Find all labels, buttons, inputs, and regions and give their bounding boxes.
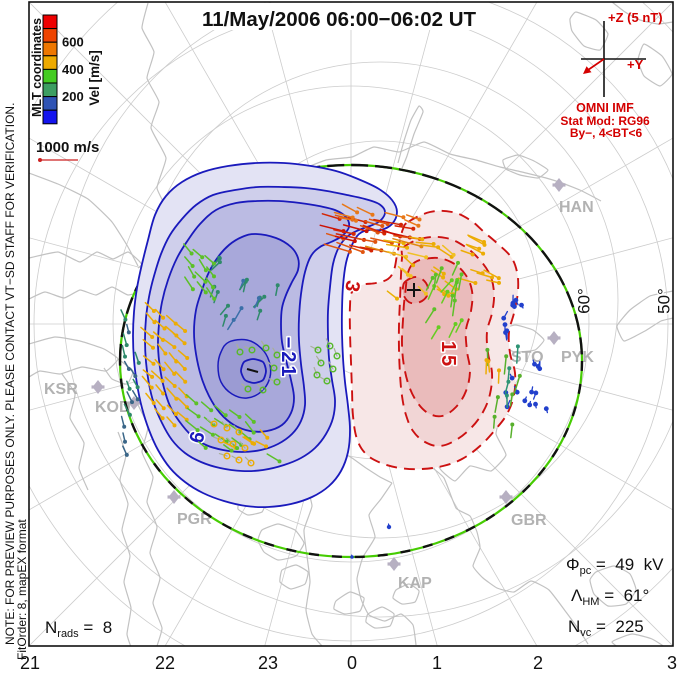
svg-text:2: 2 xyxy=(533,653,543,673)
svg-text:22: 22 xyxy=(155,653,175,673)
svg-text:1: 1 xyxy=(432,653,442,673)
svg-text:FitOrder: 8, mapEX format: FitOrder: 8, mapEX format xyxy=(15,519,29,660)
svg-text:GBR: GBR xyxy=(511,512,547,529)
svg-text:600: 600 xyxy=(62,35,84,50)
svg-text:By−, 4<BT<6: By−, 4<BT<6 xyxy=(570,126,643,140)
svg-text:60°: 60° xyxy=(575,288,594,314)
svg-text:KSR: KSR xyxy=(44,381,78,398)
svg-text:Nvc = 225: Nvc = 225 xyxy=(568,617,644,639)
svg-text:MLT coordinates: MLT coordinates xyxy=(30,18,44,117)
svg-text:1000 m/s: 1000 m/s xyxy=(36,139,99,156)
svg-text:+Y: +Y xyxy=(627,57,644,72)
svg-text:23: 23 xyxy=(258,653,278,673)
svg-text:OMNI IMF: OMNI IMF xyxy=(576,101,634,115)
svg-text:+Z (5 nT): +Z (5 nT) xyxy=(608,10,663,25)
svg-text:Nrads = 8: Nrads = 8 xyxy=(45,618,112,640)
svg-text:11/May/2006 06:00−06:02 UT: 11/May/2006 06:00−06:02 UT xyxy=(202,8,477,31)
svg-text:200: 200 xyxy=(62,89,84,104)
svg-text:−21: −21 xyxy=(277,337,299,380)
svg-text:KAP: KAP xyxy=(398,575,432,592)
svg-text:21: 21 xyxy=(20,653,40,673)
svg-text:HAN: HAN xyxy=(559,199,594,216)
svg-text:400: 400 xyxy=(62,62,84,77)
svg-text:PYK: PYK xyxy=(561,349,594,366)
svg-text:Vel [m/s]: Vel [m/s] xyxy=(87,50,102,106)
svg-text:3: 3 xyxy=(667,653,677,673)
svg-text:15: 15 xyxy=(437,341,459,369)
svg-text:50°: 50° xyxy=(655,288,674,314)
svg-text:0: 0 xyxy=(347,653,357,673)
